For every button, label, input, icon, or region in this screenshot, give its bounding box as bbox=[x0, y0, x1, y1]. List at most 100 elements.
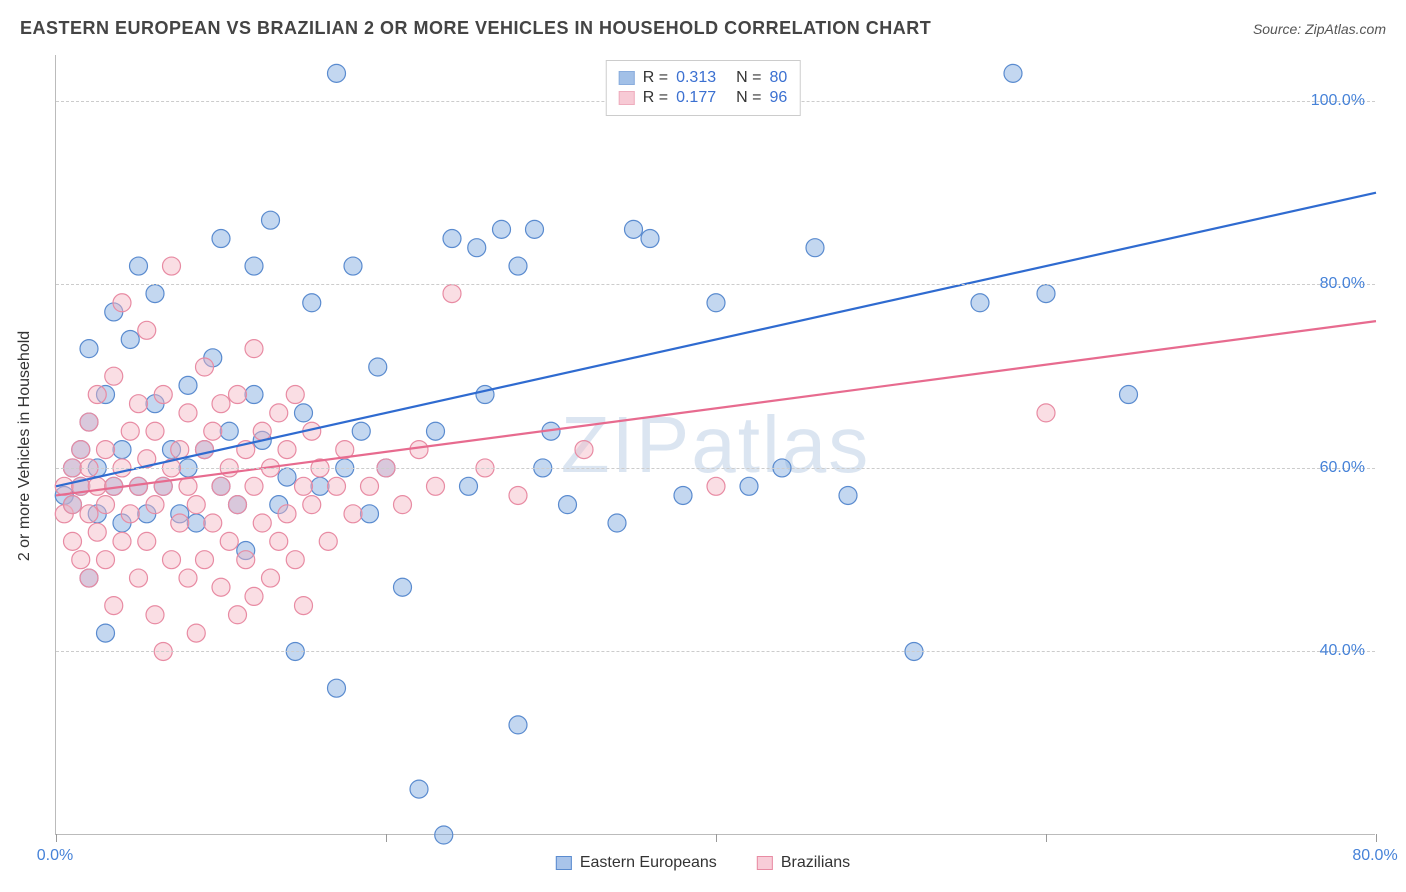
legend-swatch bbox=[556, 856, 572, 870]
x-tick-label: 80.0% bbox=[1352, 847, 1397, 865]
data-point bbox=[625, 220, 643, 238]
y-tick-label: 40.0% bbox=[1320, 642, 1365, 660]
data-point bbox=[361, 505, 379, 523]
data-point bbox=[328, 679, 346, 697]
legend-row: R = 0.177N = 96 bbox=[619, 89, 788, 107]
data-point bbox=[121, 422, 139, 440]
data-point bbox=[270, 532, 288, 550]
source-attribution: Source: ZipAtlas.com bbox=[1253, 21, 1386, 37]
data-point bbox=[212, 230, 230, 248]
data-point bbox=[245, 340, 263, 358]
data-point bbox=[212, 578, 230, 596]
legend-swatch bbox=[619, 71, 635, 85]
source-name: ZipAtlas.com bbox=[1305, 21, 1386, 37]
x-tick-mark bbox=[716, 834, 717, 842]
data-point bbox=[476, 386, 494, 404]
data-point bbox=[113, 294, 131, 312]
data-point bbox=[97, 624, 115, 642]
x-tick-label: 0.0% bbox=[37, 847, 73, 865]
data-point bbox=[105, 597, 123, 615]
legend-r-label: R = bbox=[643, 69, 668, 87]
data-point bbox=[435, 826, 453, 844]
data-point bbox=[270, 404, 288, 422]
data-point bbox=[64, 532, 82, 550]
data-point bbox=[311, 477, 329, 495]
data-point bbox=[179, 477, 197, 495]
data-point bbox=[121, 505, 139, 523]
data-point bbox=[278, 505, 296, 523]
data-point bbox=[88, 386, 106, 404]
legend-label: Eastern Europeans bbox=[580, 854, 717, 872]
data-point bbox=[146, 422, 164, 440]
data-point bbox=[278, 468, 296, 486]
data-point bbox=[204, 422, 222, 440]
data-point bbox=[278, 441, 296, 459]
data-point bbox=[509, 716, 527, 734]
data-point bbox=[608, 514, 626, 532]
data-point bbox=[295, 404, 313, 422]
data-point bbox=[344, 257, 362, 275]
data-point bbox=[410, 441, 428, 459]
gridline bbox=[56, 284, 1375, 285]
data-point bbox=[806, 239, 824, 257]
data-point bbox=[575, 441, 593, 459]
gridline bbox=[56, 651, 1375, 652]
legend-row: R = 0.313N = 80 bbox=[619, 69, 788, 87]
data-point bbox=[130, 395, 148, 413]
gridline bbox=[56, 468, 1375, 469]
data-point bbox=[163, 257, 181, 275]
data-point bbox=[97, 496, 115, 514]
data-point bbox=[154, 386, 172, 404]
chart-svg bbox=[56, 55, 1375, 834]
data-point bbox=[146, 496, 164, 514]
x-tick-mark bbox=[386, 834, 387, 842]
data-point bbox=[295, 477, 313, 495]
x-tick-mark bbox=[56, 834, 57, 842]
data-point bbox=[179, 569, 197, 587]
data-point bbox=[262, 569, 280, 587]
data-point bbox=[369, 358, 387, 376]
legend-item: Eastern Europeans bbox=[556, 854, 717, 872]
data-point bbox=[229, 606, 247, 624]
data-point bbox=[187, 496, 205, 514]
data-point bbox=[394, 496, 412, 514]
data-point bbox=[509, 257, 527, 275]
data-point bbox=[72, 441, 90, 459]
data-point bbox=[740, 477, 758, 495]
data-point bbox=[328, 477, 346, 495]
data-point bbox=[130, 257, 148, 275]
data-point bbox=[113, 532, 131, 550]
data-point bbox=[427, 422, 445, 440]
source-prefix: Source: bbox=[1253, 21, 1305, 37]
data-point bbox=[707, 477, 725, 495]
data-point bbox=[468, 239, 486, 257]
data-point bbox=[204, 514, 222, 532]
data-point bbox=[245, 386, 263, 404]
data-point bbox=[1004, 64, 1022, 82]
data-point bbox=[138, 321, 156, 339]
legend-swatch bbox=[619, 91, 635, 105]
legend-r-label: R = bbox=[643, 89, 668, 107]
data-point bbox=[97, 441, 115, 459]
y-axis-label: 2 or more Vehicles in Household bbox=[16, 331, 34, 561]
data-point bbox=[212, 395, 230, 413]
data-point bbox=[179, 376, 197, 394]
data-point bbox=[80, 569, 98, 587]
data-point bbox=[138, 532, 156, 550]
data-point bbox=[72, 551, 90, 569]
legend-n-value: 80 bbox=[769, 69, 787, 87]
legend-n-label: N = bbox=[736, 89, 761, 107]
data-point bbox=[212, 477, 230, 495]
data-point bbox=[427, 477, 445, 495]
data-point bbox=[295, 597, 313, 615]
data-point bbox=[121, 330, 139, 348]
data-point bbox=[187, 624, 205, 642]
data-point bbox=[509, 486, 527, 504]
data-point bbox=[187, 514, 205, 532]
data-point bbox=[196, 551, 214, 569]
data-point bbox=[253, 422, 271, 440]
data-point bbox=[443, 285, 461, 303]
data-point bbox=[286, 386, 304, 404]
data-point bbox=[171, 441, 189, 459]
data-point bbox=[245, 587, 263, 605]
